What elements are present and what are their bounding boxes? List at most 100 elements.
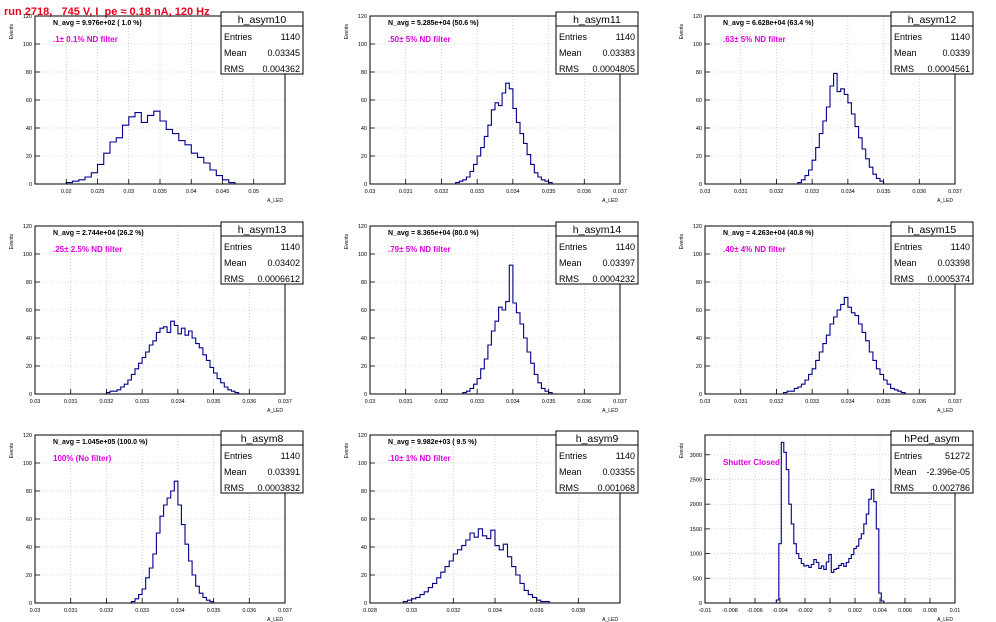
x-tick-label: 0.031 — [64, 399, 78, 405]
x-tick-label: 0.032 — [435, 189, 449, 195]
stats-key: Mean — [559, 48, 582, 58]
x-tick-label: 0.035 — [207, 399, 221, 405]
y-tick-label: 100 — [693, 42, 702, 48]
x-tick-label: 0.036 — [912, 399, 926, 405]
y-tick-label: 60 — [26, 308, 32, 314]
x-axis-label: A_LED — [602, 198, 618, 204]
stats-value: 0.0003832 — [257, 483, 300, 493]
y-tick-label: 80 — [361, 489, 367, 495]
y-tick-label: 80 — [26, 70, 32, 76]
x-axis-label: A_LED — [937, 408, 953, 414]
y-tick-label: 80 — [696, 70, 702, 76]
x-tick-label: 0.032 — [770, 189, 784, 195]
stats-box — [890, 221, 974, 285]
stats-box — [555, 11, 639, 75]
histogram-panel-h_asym13: 0.03 0.031 0.032 0.033 0.034 0.035 0.036 0.037 0… — [9, 221, 304, 414]
x-tick-label: 0.035 — [877, 399, 891, 405]
y-tick-label: 60 — [361, 98, 367, 104]
y-tick-label: 2500 — [690, 477, 702, 483]
stats-key: Mean — [894, 48, 917, 58]
x-tick-label: 0.035 — [877, 189, 891, 195]
stats-value: 1140 — [281, 451, 300, 461]
y-tick-label: 100 — [693, 252, 702, 258]
stats-value: 0.03345 — [267, 48, 300, 58]
stats-key: Entries — [559, 32, 588, 42]
x-tick-label: 0.031 — [734, 399, 748, 405]
histogram-panel-h_asym11: 0.03 0.031 0.032 0.033 0.034 0.035 0.036 0.037 0… — [344, 11, 639, 204]
y-tick-label: 40 — [696, 126, 702, 132]
y-tick-label: 60 — [26, 98, 32, 104]
y-tick-label: 0 — [29, 182, 32, 188]
y-tick-label: 100 — [23, 252, 32, 258]
stats-box — [890, 430, 974, 494]
y-tick-label: 500 — [693, 576, 702, 582]
histogram-series — [130, 480, 215, 603]
x-tick-label: 0.03 — [365, 399, 376, 405]
x-tick-label: 0.028 — [363, 608, 377, 614]
stats-key: Mean — [894, 258, 917, 268]
y-axis-label: Events — [679, 24, 685, 40]
histogram-panel-h_asym12: 0.03 0.031 0.032 0.033 0.034 0.035 0.036 0.037 0… — [679, 11, 974, 204]
filter-annotation: .25± 2.5% ND filter — [53, 245, 122, 254]
x-tick-label: 0.034 — [841, 399, 855, 405]
y-tick-label: 80 — [361, 280, 367, 286]
histogram-panel-h_asym8: 0.03 0.031 0.032 0.033 0.034 0.035 0.036 0.037 0… — [9, 430, 304, 622]
stats-key: Entries — [224, 242, 253, 252]
x-tick-label: -0.006 — [747, 608, 763, 614]
y-tick-label: 20 — [696, 364, 702, 370]
stats-value: 1140 — [616, 32, 635, 42]
histogram-series — [797, 72, 885, 184]
stats-box — [220, 11, 304, 75]
x-tick-label: 0.03 — [365, 189, 376, 195]
x-tick-label: 0.037 — [948, 189, 962, 195]
y-tick-label: 60 — [361, 517, 367, 523]
y-tick-label: 40 — [26, 336, 32, 342]
stats-key: RMS — [894, 483, 914, 493]
x-tick-label: 0.036 — [912, 189, 926, 195]
stats-value: 0.0006612 — [257, 274, 300, 284]
stats-key: RMS — [559, 483, 579, 493]
stats-value: 1140 — [951, 242, 970, 252]
y-tick-label: 0 — [699, 392, 702, 398]
y-tick-label: 80 — [26, 280, 32, 286]
stats-value: 0.03355 — [602, 467, 635, 477]
stats-key: RMS — [224, 64, 244, 74]
stats-key: Entries — [224, 451, 253, 461]
stats-box — [220, 221, 304, 285]
y-tick-label: 1500 — [690, 527, 702, 533]
histogram-series — [455, 82, 553, 184]
navg-label: N_avg = 4.263e+04 (40.8 %) — [723, 230, 814, 237]
x-tick-label: 0.002 — [848, 608, 862, 614]
stats-key: RMS — [894, 274, 914, 284]
filter-annotation: .40± 4% ND filter — [723, 245, 786, 254]
stats-value: 1140 — [616, 451, 635, 461]
stats-key: Mean — [224, 467, 247, 477]
x-tick-label: 0.03 — [406, 608, 417, 614]
y-tick-label: 40 — [26, 545, 32, 551]
x-axis-label: A_LED — [937, 198, 953, 204]
x-tick-label: 0.032 — [100, 399, 114, 405]
stats-key: Mean — [894, 467, 917, 477]
navg-label: N_avg = 9.976e+02 ( 1.0 %) — [53, 20, 142, 27]
y-tick-label: 100 — [358, 461, 367, 467]
stats-value: 0.03397 — [602, 258, 635, 268]
stats-key: RMS — [894, 64, 914, 74]
x-tick-label: 0.037 — [948, 399, 962, 405]
stats-box — [555, 221, 639, 285]
x-tick-label: 0 — [828, 608, 831, 614]
y-axis-label: Events — [679, 234, 685, 250]
histogram-title: h_asym11 — [573, 14, 621, 26]
y-tick-label: 0 — [699, 601, 702, 607]
x-tick-label: 0.035 — [542, 399, 556, 405]
stats-value: 0.0004232 — [592, 274, 635, 284]
stats-value: 51272 — [945, 451, 970, 461]
x-tick-label: 0.038 — [571, 608, 585, 614]
y-tick-label: 3000 — [690, 453, 702, 459]
y-tick-label: 20 — [361, 154, 367, 160]
x-tick-label: 0.036 — [242, 399, 256, 405]
histogram-series — [462, 264, 553, 394]
x-tick-label: 0.032 — [446, 608, 460, 614]
x-tick-label: 0.045 — [216, 189, 230, 195]
